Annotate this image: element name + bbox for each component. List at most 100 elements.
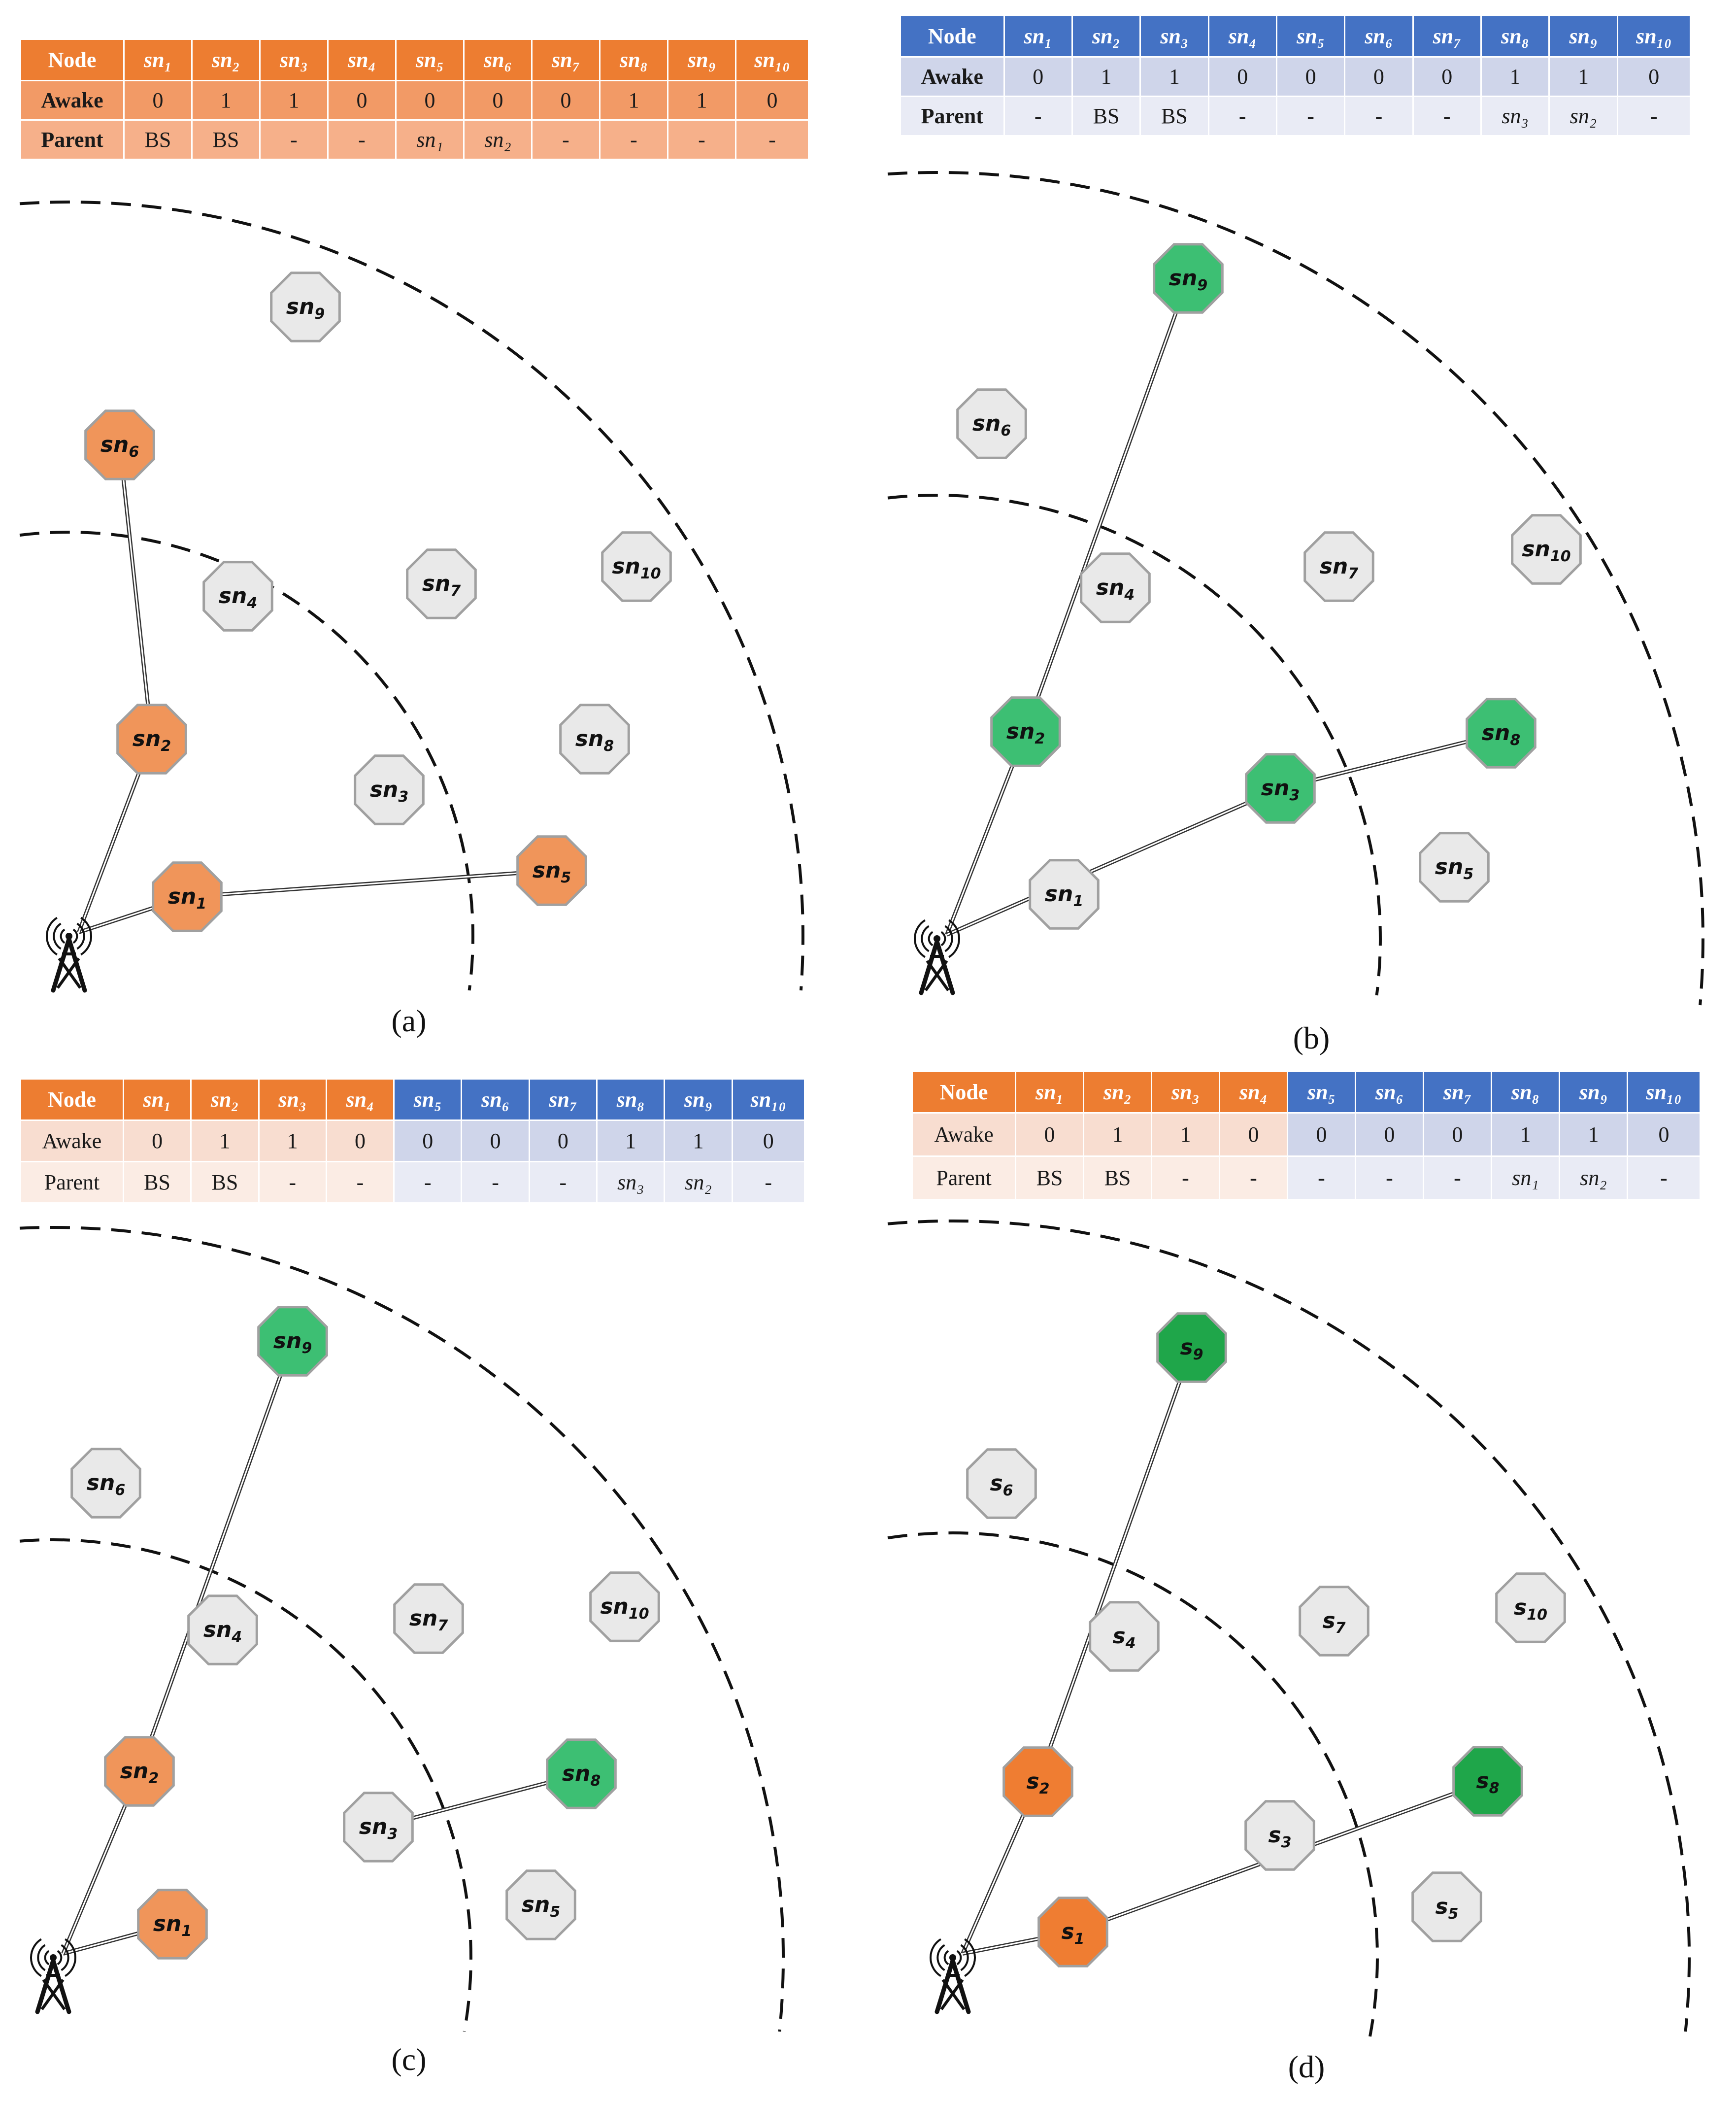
sensor-node-sn10: sn10 xyxy=(1511,514,1582,585)
node-octagon xyxy=(393,1583,464,1654)
table-cell: 1 xyxy=(1548,56,1618,97)
table-cell: sn₅ xyxy=(1287,1071,1356,1114)
table-cell: - xyxy=(1355,1155,1424,1200)
node-label: sn10 xyxy=(600,1594,649,1623)
sensor-node-sn6: sn6 xyxy=(84,409,155,480)
table-cell: - xyxy=(1003,96,1073,136)
table-cell: 0 xyxy=(1219,1112,1288,1157)
table-cell: 0 xyxy=(735,80,809,121)
node-octagon xyxy=(1511,514,1582,585)
sensor-node-sn5: sn5 xyxy=(516,835,587,906)
table-awake-row: Awake 0 1 1 0 0 0 0 1 1 0 xyxy=(911,1112,1701,1157)
node-label: s10 xyxy=(1514,1595,1547,1624)
node-octagon xyxy=(1029,859,1100,930)
sensor-node-sn7: sn7 xyxy=(1303,531,1374,602)
node-label: s5 xyxy=(1435,1894,1458,1923)
table-cell: sn₄ xyxy=(327,38,397,81)
table-cell: - xyxy=(327,119,397,160)
node-label: sn3 xyxy=(359,1814,398,1843)
node-octagon xyxy=(202,561,273,632)
node-label: sn2 xyxy=(1006,719,1045,747)
table-cell: 1 xyxy=(190,1119,260,1162)
node-label: s8 xyxy=(1476,1768,1499,1797)
sensor-node-s10: s10 xyxy=(1495,1572,1566,1643)
sensor-node-sn2: sn2 xyxy=(990,696,1061,767)
state-table: Node sn₁ sn₂ sn₃ sn₄ sn₅ sn₆ sn₇ sn₈ sn₉ sn₁₀ Awake… xyxy=(20,1078,805,1204)
node-label: sn8 xyxy=(562,1761,601,1790)
table-parent-row: Parent - BS BS - - - - sn₃ sn₂ - xyxy=(900,96,1691,136)
table-cell: sn₁ xyxy=(122,1078,192,1121)
table-cell: - xyxy=(667,119,736,160)
table-cell: sn₅ xyxy=(393,1078,463,1121)
table-cell: - xyxy=(731,1161,805,1204)
table-cell: - xyxy=(1423,1155,1492,1200)
sensor-node-sn8: sn8 xyxy=(1466,698,1536,769)
table-parent-row: Parent BS BS - - - - - sn₁ sn₂ - xyxy=(911,1155,1701,1200)
table-cell: sn₂ xyxy=(463,119,533,160)
table-cell: 0 xyxy=(1355,1112,1424,1157)
node-octagon xyxy=(516,835,587,906)
table-cell: 0 xyxy=(461,1119,530,1162)
node-label: sn10 xyxy=(612,554,661,582)
network-topology: sn1 sn2 sn3 sn4 sn5 sn6 sn7 sn8 sn9 sn10 xyxy=(887,170,1704,1006)
sensor-node-sn10: sn10 xyxy=(601,531,672,602)
sensor-node-sn8: sn8 xyxy=(546,1738,617,1809)
table-cell: 0 xyxy=(1412,56,1482,97)
row-label: Node xyxy=(911,1071,1016,1114)
link-line-inner xyxy=(946,787,1281,936)
table-header-row: Node sn₁ sn₂ sn₃ sn₄ sn₅ sn₆ sn₇ sn₈ sn₉ sn₁₀ xyxy=(900,15,1691,58)
table-cell: 1 xyxy=(596,1119,666,1162)
row-label: Awake xyxy=(911,1112,1016,1157)
node-label: sn6 xyxy=(100,432,139,461)
node-octagon xyxy=(990,696,1061,767)
table-cell: - xyxy=(325,1161,395,1204)
table-cell: 1 xyxy=(599,80,668,121)
sensor-node-sn4: sn4 xyxy=(202,561,273,632)
node-octagon xyxy=(966,1448,1037,1519)
table-cell: 0 xyxy=(463,80,533,121)
table-cell: sn₁₀ xyxy=(735,38,809,81)
panel-a: sn1 sn2 sn3 sn4 sn5 sn6 sn7 sn8 sn9 sn10 (a) Node sn… xyxy=(0,0,868,1051)
table-cell: sn₁ xyxy=(395,119,465,160)
node-octagon xyxy=(956,388,1027,459)
sensor-node-sn8: sn8 xyxy=(559,704,630,775)
node-octagon xyxy=(1452,1746,1523,1817)
table-cell: sn₄ xyxy=(325,1078,395,1121)
sensor-node-s7: s7 xyxy=(1299,1586,1369,1657)
sensor-node-s1: s1 xyxy=(1037,1897,1108,1967)
state-table: Node sn₁ sn₂ sn₃ sn₄ sn₅ sn₆ sn₇ sn₈ sn₉ sn₁₀ Awake… xyxy=(900,15,1691,136)
node-octagon xyxy=(104,1736,175,1807)
inner-range-arc xyxy=(887,494,1382,996)
sensor-node-s4: s4 xyxy=(1089,1601,1160,1672)
table-cell: sn₇ xyxy=(1423,1071,1492,1114)
table-cell: sn₈ xyxy=(599,38,668,81)
table-cell: sn₁₀ xyxy=(1627,1071,1701,1114)
node-octagon xyxy=(589,1571,660,1642)
table-cell: 0 xyxy=(1423,1112,1492,1157)
node-octagon xyxy=(116,704,187,775)
base-station-icon xyxy=(30,1938,76,2014)
table-cell: 0 xyxy=(327,80,397,121)
row-label: Node xyxy=(20,1078,124,1121)
network-topology: s1 s2 s3 s4 s5 s6 s7 s8 s9 s10 xyxy=(887,1219,1691,2037)
base-station-icon xyxy=(46,916,92,993)
network-topology: sn1 sn2 sn3 sn4 sn5 sn6 sn7 sn8 sn9 sn10 xyxy=(19,1226,785,2032)
table-cell: 0 xyxy=(1616,56,1691,97)
node-label: sn3 xyxy=(370,777,408,806)
row-label: Parent xyxy=(20,119,125,160)
row-label: Parent xyxy=(911,1155,1016,1200)
table-cell: sn₁ xyxy=(1491,1155,1560,1200)
table-cell: sn₃ xyxy=(1480,96,1550,136)
inner-range-arc xyxy=(19,1538,472,2032)
node-octagon xyxy=(257,1306,328,1377)
table-cell: sn₉ xyxy=(1559,1071,1628,1114)
node-label: sn9 xyxy=(273,1328,312,1357)
node-label: sn4 xyxy=(203,1617,242,1646)
table-cell: sn₆ xyxy=(461,1078,530,1121)
table-cell: BS xyxy=(1139,96,1209,136)
table-cell: BS xyxy=(1071,96,1141,136)
table-cell: - xyxy=(1275,96,1346,136)
table-cell: 0 xyxy=(393,1119,463,1162)
outer-range-arc xyxy=(19,1226,785,2032)
